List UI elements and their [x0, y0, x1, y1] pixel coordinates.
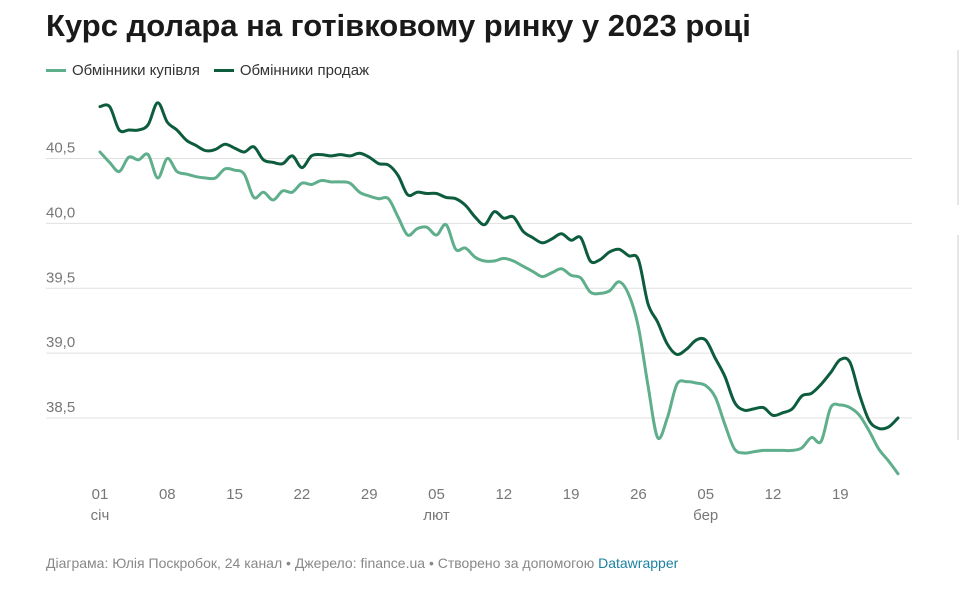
datawrapper-link[interactable]: Datawrapper [598, 555, 679, 571]
x-month-label: бер [693, 507, 718, 524]
x-tick-label: 26 [630, 486, 647, 503]
edge-divider-top [957, 50, 959, 205]
x-tick-label: 15 [226, 486, 243, 503]
chart-footer: Діаграма: Юлія Поскробок, 24 канал • Дже… [46, 555, 678, 571]
x-tick-label: 05 [697, 486, 714, 503]
x-month-label: лют [423, 507, 450, 524]
x-month-label: січ [91, 507, 110, 524]
x-tick-label: 05 [428, 486, 445, 503]
x-tick-label: 19 [832, 486, 849, 503]
x-tick-label: 01 [92, 486, 109, 503]
legend-label-sell: Обмінники продаж [239, 62, 370, 79]
gridlines [46, 158, 912, 419]
legend-swatch-buy [46, 69, 66, 72]
x-tick-label: 29 [361, 486, 378, 503]
x-tick-label: 08 [159, 486, 176, 503]
y-tick-label: 40,5 [46, 140, 75, 157]
legend-swatch-sell [213, 69, 234, 72]
y-tick-label: 40,0 [46, 204, 75, 221]
x-tick-label: 12 [765, 486, 782, 503]
legend-item-sell: Обмінники продаж [213, 62, 370, 79]
y-tick-label: 39,0 [46, 334, 75, 351]
legend-item-buy: Обмінники купівля [46, 62, 200, 79]
y-tick-label: 39,5 [46, 269, 75, 286]
series-line-sell [98, 101, 900, 431]
chart-title: Курс долара на готівковому ринку у 2023 … [46, 8, 751, 43]
x-tick-label: 19 [563, 486, 580, 503]
x-tick-label: 12 [495, 486, 512, 503]
edge-divider-bottom [957, 235, 959, 440]
x-tick-label: 22 [294, 486, 311, 503]
y-tick-label: 38,5 [46, 399, 75, 416]
series-line-buy [98, 150, 900, 476]
y-axis-labels: 38,5 39,0 39,5 40,0 40,5 [46, 140, 75, 417]
series-lines [98, 101, 900, 476]
legend-label-buy: Обмінники купівля [72, 62, 200, 79]
line-chart: 38,5 39,0 39,5 40,0 40,5 01 січ 08 15 22 29 05 лют 1… [46, 101, 912, 524]
legend: Обмінники купівля Обмінники продаж [46, 62, 369, 79]
footer-credits: Діаграма: Юлія Поскробок, 24 канал • Дже… [46, 555, 599, 571]
x-axis-labels: 01 січ 08 15 22 29 05 лют 12 19 26 05 бер 12 19 [91, 486, 849, 524]
